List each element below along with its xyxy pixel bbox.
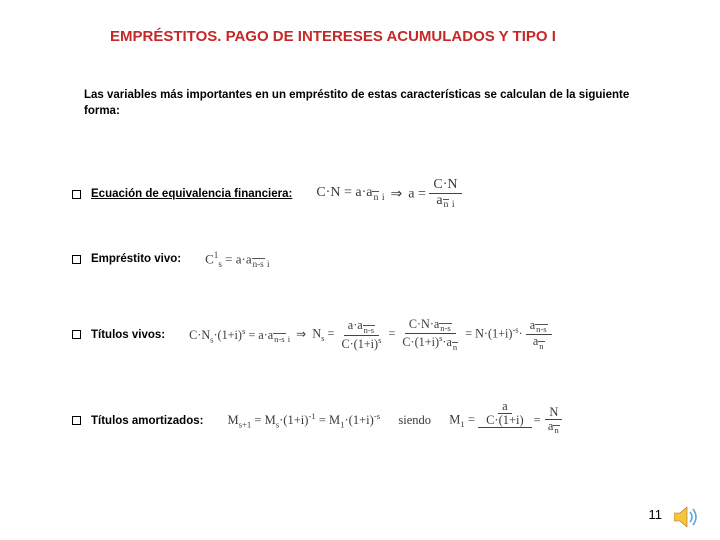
f-text: i [267,259,270,269]
speaker-icon [674,506,700,528]
f-text: n [539,341,543,351]
f-text: i [452,199,455,210]
f-text: = [534,413,541,427]
f-text: s [218,259,222,269]
f-text: = [319,414,326,428]
f-text: s+1 [239,420,252,430]
f-text: i [382,192,385,203]
f-text: M [265,414,276,428]
bullet-item-titulos-amortizados: Títulos amortizados: Ms+1 = Ms·(1+i)-1 =… [72,400,700,441]
f-text: s [321,333,324,343]
f-text: C [205,251,214,266]
formula-titulos-vivos: C·Ns·(1+i)s = a·an-s i ⇒ Ns = a·an-s C·(… [189,318,551,352]
f-text: M [329,414,340,428]
f-text: = [248,328,255,342]
f-text: C·(1+i) [482,414,528,427]
f-text: siendo [398,413,431,428]
f-text: = [344,185,352,200]
f-text: C·(1+i) [402,335,439,349]
f-text: n [554,425,558,435]
f-text: n-s [253,259,264,269]
f-text: n [453,342,457,352]
square-bullet-icon [72,330,81,339]
f-text: i [288,334,290,344]
f-text: = [389,327,396,341]
f-text: a·a [258,328,273,342]
square-bullet-icon [72,416,81,425]
f-text: ·(1+i) [279,414,308,428]
f-text: -1 [308,411,315,421]
f-text: n [444,199,449,210]
f-text: a [498,400,512,414]
f-text: n-s [440,323,450,333]
implies-icon: ⇒ [296,327,306,342]
f-text: a·a [348,318,363,332]
f-text: n-s [274,334,284,344]
f-text: n-s [364,325,374,335]
f-text: · [519,327,523,341]
f-text: ·a [442,335,451,349]
implies-icon: ⇒ [391,186,403,203]
bullet-item-emprestito-vivo: Empréstito vivo: C1s = a·an-s i [72,250,700,269]
intro-text: Las variables más importantes en un empr… [84,88,660,119]
f-text: N·(1+i) [475,327,512,341]
f-text: ·(1+i) [345,414,374,428]
f-text: C·N [316,185,340,200]
formula-titulos-amortizados: Ms+1 = Ms·(1+i)-1 = M1·(1+i)-s siendo M1… [227,400,563,441]
f-text: N [545,406,562,420]
f-text: C·N [189,328,210,342]
f-text: = [418,187,426,202]
bullet-item-titulos-vivos: Títulos vivos: C·Ns·(1+i)s = a·an-s i ⇒ … [72,318,700,352]
f-text: = [225,251,232,266]
f-text: C·(1+i) [341,337,378,351]
item-label: Empréstito vivo: [91,253,181,265]
f-text: ·(1+i) [213,328,242,342]
f-text: = [468,413,475,427]
f-text: s [378,335,381,345]
f-text: a·a [236,251,252,266]
f-text: = [254,414,261,428]
f-text: = [465,327,472,341]
page-number: 11 [649,507,663,522]
bullet-item-equivalencia: Ecuación de equivalencia financiera: C·N… [72,178,700,211]
f-text: M [227,414,238,428]
formula-equivalencia: C·N = a·an i ⇒ a = C·N an i [316,178,461,211]
square-bullet-icon [72,190,81,199]
f-text: s [242,326,245,336]
f-text: 1 [460,419,464,429]
slide-title: EMPRÉSTITOS. PAGO DE INTERESES ACUMULADO… [110,28,660,45]
f-text: C·N·a [409,317,439,331]
item-label: Títulos vivos: [91,329,165,341]
item-label: Ecuación de equivalencia financiera: [91,188,292,200]
f-text: C·N [429,178,461,194]
square-bullet-icon [72,255,81,264]
formula-vivo: C1s = a·an-s i [205,250,269,269]
f-text: a [408,187,414,202]
f-text: = [328,327,335,341]
f-text: n [373,192,378,203]
f-text: n-s [536,324,546,334]
f-text: M [449,413,460,427]
f-text: a·a [355,185,372,200]
item-label: Títulos amortizados: [91,415,203,427]
f-text: -s [374,411,380,421]
